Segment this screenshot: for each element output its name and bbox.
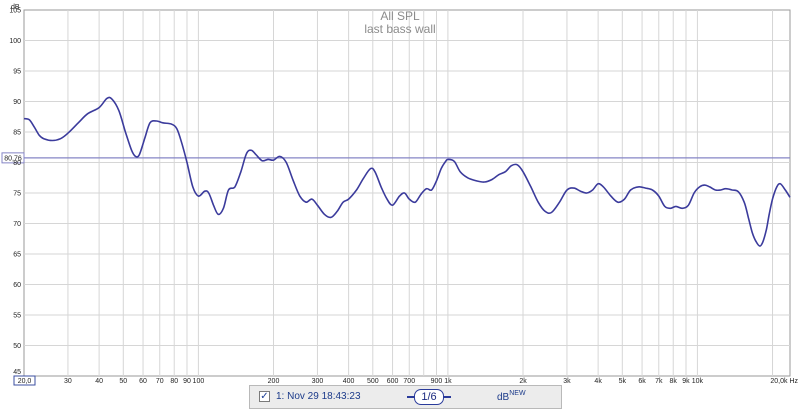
x-tick-label: 9k xyxy=(682,378,690,385)
x-tick-label: 2k xyxy=(519,378,527,385)
x-tick-label: 7k xyxy=(655,378,663,385)
grid-layer xyxy=(24,10,790,376)
x-tick-label: 70 xyxy=(156,378,164,385)
x-tick-label: 600 xyxy=(387,378,399,385)
legend-bar: ✓ 1: Nov 29 18:43:23 1/6 dBNEW xyxy=(249,385,562,409)
y-unit-label: dB xyxy=(11,4,20,11)
x-tick-label: 700 xyxy=(403,378,415,385)
x-tick-label: 900 xyxy=(431,378,443,385)
x-tick-label: 4k xyxy=(594,378,602,385)
x-tick-label: 1k xyxy=(444,378,452,385)
x-tick-label: 60 xyxy=(139,378,147,385)
y-tick-label: 75 xyxy=(13,191,21,198)
series-checkbox[interactable]: ✓ xyxy=(259,391,270,402)
reference-label: 80,76 xyxy=(4,155,22,162)
chart-subtitle: last bass wall xyxy=(364,22,435,36)
reference-label-box[interactable] xyxy=(1,152,25,164)
x-tick-label: 50 xyxy=(119,378,127,385)
x-tick-label: 5k xyxy=(619,378,627,385)
chart-title: All SPL xyxy=(380,9,420,23)
smoothing-selector[interactable]: 1/6 xyxy=(407,389,451,405)
x-tick-label: 6k xyxy=(638,378,646,385)
x-tick-label: 200 xyxy=(268,378,280,385)
y-tick-label: 105 xyxy=(9,8,21,15)
x-tick-label: 30 xyxy=(64,378,72,385)
curve-layer xyxy=(23,96,791,247)
x-tick-label: 3k xyxy=(563,378,571,385)
y-tick-label: 60 xyxy=(13,282,21,289)
x-start-box[interactable] xyxy=(13,375,36,386)
x-tick-label: 100 xyxy=(193,378,205,385)
y-tick-label: 70 xyxy=(13,221,21,228)
smoothing-label: 1/6 xyxy=(421,391,437,403)
reference-layer: 80,76 xyxy=(1,152,790,164)
x-tick-label: 10k xyxy=(692,378,704,385)
x-tick-label: 40 xyxy=(95,378,103,385)
y-tick-label: 65 xyxy=(13,252,21,259)
x-tick-label: 400 xyxy=(343,378,355,385)
y-tick-label: 100 xyxy=(9,38,21,45)
x-tick-label: 20,0k Hz xyxy=(770,378,798,385)
y-tick-label: 55 xyxy=(13,313,21,320)
units-selector[interactable]: dBNEW xyxy=(497,390,526,403)
spl-curve xyxy=(23,96,791,247)
y-tick-label: 95 xyxy=(13,69,21,76)
y-tick-label: 85 xyxy=(13,130,21,137)
x-tick-label: 8k xyxy=(670,378,678,385)
series-label[interactable]: 1: Nov 29 18:43:23 xyxy=(276,391,361,402)
units-label: dB xyxy=(497,392,510,403)
y-tick-label: 90 xyxy=(13,99,21,106)
x-tick-label: 80 xyxy=(170,378,178,385)
x-tick-label: 90 xyxy=(183,378,191,385)
x-start-label: 20,0 xyxy=(18,378,32,385)
x-tick-label: 300 xyxy=(312,378,324,385)
units-new-badge: NEW xyxy=(509,390,526,397)
x-tick-label: 500 xyxy=(367,378,379,385)
y-tick-label: 80 xyxy=(13,160,21,167)
y-tick-label: 50 xyxy=(13,343,21,350)
axis-labels: 105 100 95 90 85 80 75 70 65 60 55 50 30 40 50 60 70 80 90… xyxy=(9,8,798,386)
y-start-label: 45 xyxy=(13,369,21,376)
